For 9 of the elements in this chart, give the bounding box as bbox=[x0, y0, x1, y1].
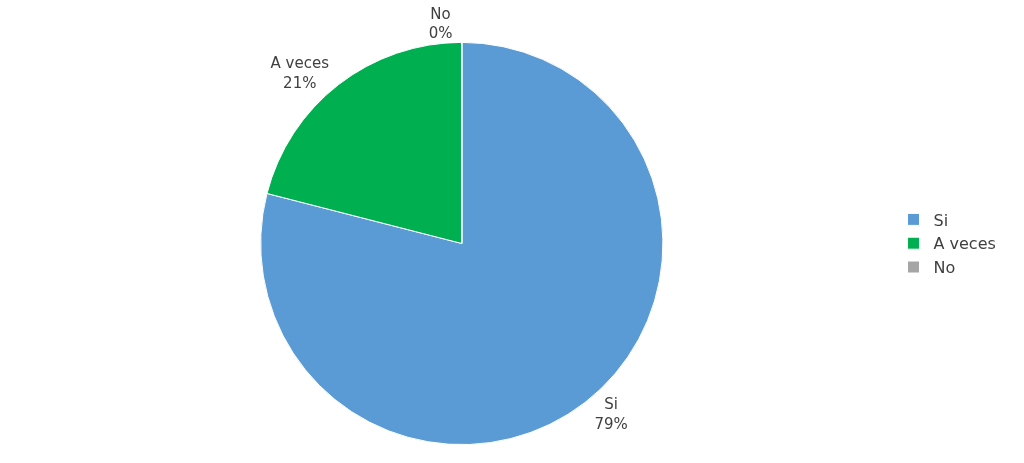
legend-label: A veces bbox=[933, 234, 996, 254]
legend-label: No bbox=[933, 258, 956, 278]
slice-label: Si bbox=[604, 395, 618, 414]
data-label: 21% bbox=[283, 73, 317, 92]
legend-label: Si bbox=[933, 210, 949, 230]
text: 0% bbox=[428, 24, 453, 43]
slice-label: A veces bbox=[270, 54, 330, 73]
category-label: No bbox=[430, 4, 451, 23]
data-label: 79% bbox=[594, 414, 628, 433]
